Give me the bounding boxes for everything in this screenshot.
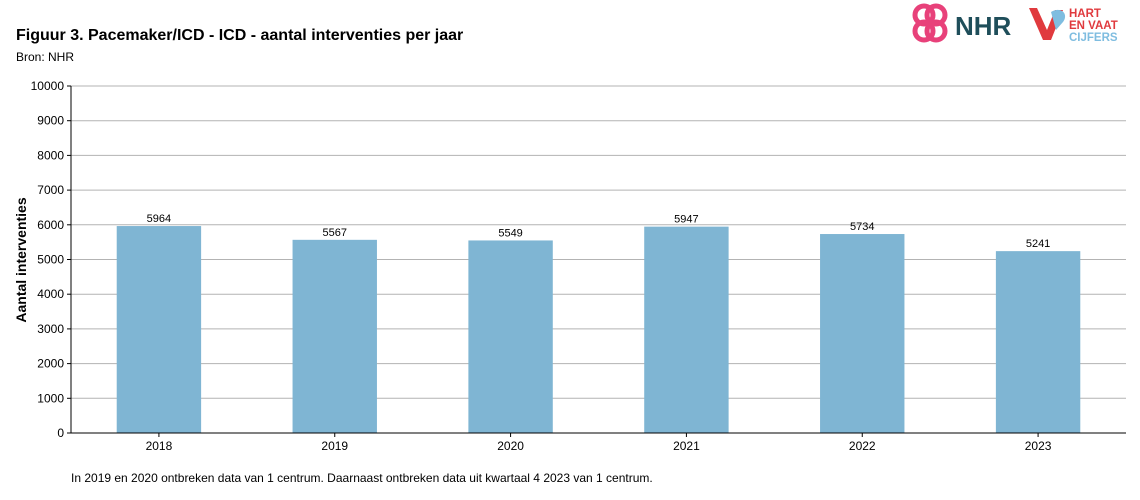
bar-data-label: 5241 [1026,238,1050,250]
nhr-logo: NHR [912,3,1012,43]
y-axis-label: Aantal interventies [13,197,29,323]
y-tick-label: 0 [57,426,64,440]
drop-icon [1051,9,1066,31]
bar [292,239,377,433]
x-tick-label: 2023 [1025,439,1052,453]
logos: NHR HART EN VAAT CIJFERS [912,3,1118,44]
hartenvaat-line-3: CIJFERS [1069,32,1118,44]
y-tick-label: 4000 [37,287,64,301]
y-tick-label: 2000 [37,357,64,371]
x-tick-label: 2019 [321,439,348,453]
hartenvaat-line-1: HART [1069,8,1101,20]
y-tick-label: 8000 [37,148,64,162]
hartenvaatcijfers-logo: HART EN VAAT CIJFERS [1029,8,1118,44]
chart-footnote: In 2019 en 2020 ontbreken data van 1 cen… [71,471,653,485]
bar [995,251,1081,433]
y-tick-label: 1000 [37,391,64,405]
bar [820,234,905,433]
bar-data-label: 5567 [323,227,347,239]
y-tick-label: 10000 [31,79,65,93]
bar [468,240,553,433]
bar-data-label: 5964 [147,213,171,225]
y-tick-label: 9000 [37,114,64,128]
nhr-logo-text: NHR [955,11,1012,41]
chart-title: Figuur 3. Pacemaker/ICD - ICD - aantal i… [16,27,464,44]
y-tick-label: 6000 [37,218,64,232]
hartenvaat-line-2: EN VAAT [1069,20,1118,32]
bar-data-label: 5734 [850,221,874,233]
bar [116,226,202,433]
y-tick-label: 3000 [37,322,64,336]
x-tick-label: 2020 [497,439,524,453]
bar [644,226,729,433]
x-tick-label: 2018 [146,439,173,453]
bar-data-label: 5947 [674,214,698,226]
chart-source: Bron: NHR [16,50,75,64]
y-tick-label: 7000 [37,183,64,197]
y-tick-label: 5000 [37,253,64,267]
x-tick-label: 2022 [849,439,876,453]
x-tick-label: 2021 [673,439,700,453]
nhr-cross-icon [912,3,948,43]
bar-data-label: 5549 [498,227,522,239]
